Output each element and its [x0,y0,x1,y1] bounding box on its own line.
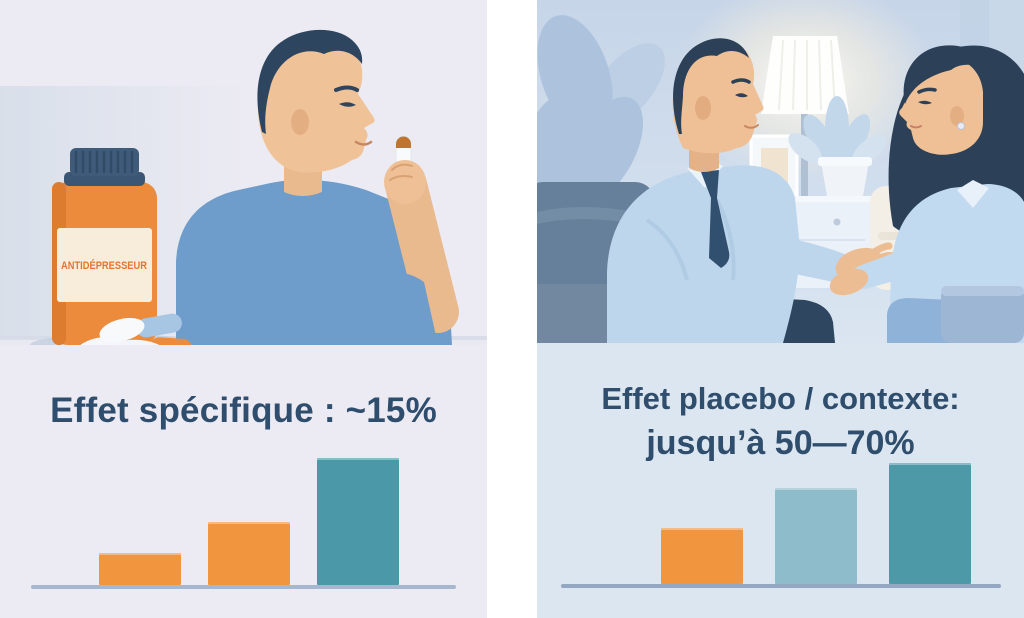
panel-divider [487,0,537,618]
loose-pills-illustration [76,313,192,345]
blue-capsule [136,313,182,338]
man-ear [291,109,309,135]
bar-3 [317,458,399,585]
man-shirt-folds [645,199,736,281]
panel-specific-effect: ANTIDÉPRESSEUR Effet spécifique : ~15% [0,0,487,618]
capsule-pill-cap [396,136,411,148]
chart-baseline-left [31,585,456,589]
lamp-shade-pleats [778,39,836,111]
pill-bottle-illustration: ANTIDÉPRESSEUR [52,148,157,345]
patient-illustration [829,45,1024,343]
man-face [672,41,764,154]
woman-eyebrow [917,87,937,94]
bar-2 [208,521,290,585]
man-eye [735,93,748,98]
bar-chart-specific-effect [99,458,399,585]
bar-chart-placebo-effect [661,463,971,584]
bar-1 [99,553,181,585]
woman-earring [957,122,965,130]
caption-placebo-line1: Effet placebo / contexte: [601,381,960,416]
woman-hand [829,268,869,296]
bottle-label-text: ANTIDÉPRESSEUR [61,259,147,272]
lamp-pole [801,112,808,212]
woman-ear [950,106,964,126]
white-pill [76,336,130,345]
man-eyebrow [334,85,359,92]
leaf-plant-illustration [537,15,665,205]
potted-plant-illustration [788,96,886,196]
man-illustration [176,29,459,345]
bar-3 [889,463,971,584]
caption-specific-effect: Effet spécifique : ~15% [50,391,437,430]
man-eye [339,102,356,107]
man-hair [673,38,749,134]
woman-collar [957,180,989,208]
man-smile [354,140,373,146]
panel-placebo-context-effect: Effet placebo / contexte: jusqu’à 50—70% [537,0,1024,618]
armchair-right [941,286,1024,343]
bar-2 [775,488,857,584]
man-eyebrow [731,78,751,84]
scene-man-taking-antidepressant: ANTIDÉPRESSEUR [0,0,487,345]
scene-therapy-conversation [537,0,1024,343]
orange-capsule [149,337,192,345]
floor-lamp-illustration [761,36,849,212]
man-sleeve-arm [747,232,864,285]
man-shirt [607,165,800,343]
man-tie [701,170,730,268]
woman-lips [910,125,922,129]
man-forearm [385,164,459,333]
man-sleeve [352,272,438,345]
caption-placebo-line2: jusqu’à 50—70% [646,424,915,462]
white-pill [99,317,145,343]
bar-1 [661,528,743,584]
bottle-cap-ribs [74,151,134,173]
chart-baseline-right [561,584,1001,588]
caption-placebo-effect: Effet placebo / contexte: jusqu’à 50—70% [537,381,1024,463]
plant-pot [821,162,869,196]
woman-eye [918,100,932,105]
woman-hair-front [903,45,995,104]
woman-sleeve-arm [850,230,947,290]
man-fingers [389,163,413,181]
man-ear [695,96,711,120]
plant-pot-rim [818,157,872,166]
man-hair [257,29,363,134]
man-smile [744,124,759,129]
man-face [258,33,375,173]
bottle-label [57,228,152,302]
man-hand [384,160,426,204]
